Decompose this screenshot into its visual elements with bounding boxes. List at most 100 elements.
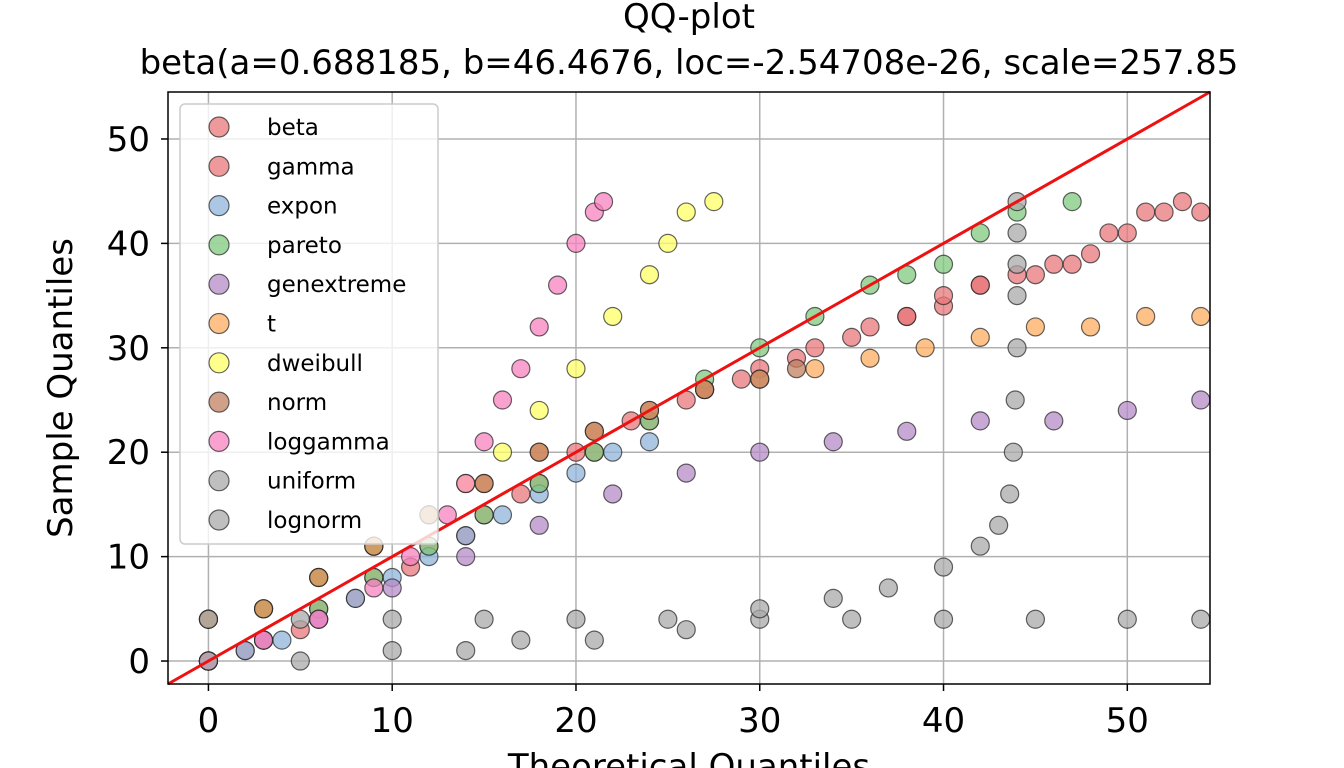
- legend-label: gamma: [267, 154, 355, 180]
- data-point-norm: [529, 442, 549, 462]
- data-point-uniform: [842, 609, 862, 629]
- legend-marker: [208, 430, 230, 452]
- data-point-t: [1025, 317, 1046, 337]
- data-point-uniform: [566, 609, 586, 629]
- legend-marker: [208, 470, 230, 492]
- legend-item-gamma: gamma: [208, 154, 355, 180]
- legend-item-beta: beta: [208, 115, 319, 141]
- chart-subtitle: beta(a=0.688185, b=46.4676, loc=-2.54708…: [140, 43, 1239, 83]
- data-point-lognorm: [1007, 254, 1027, 274]
- data-point-norm: [786, 359, 807, 379]
- data-point-genextreme: [750, 442, 770, 462]
- legend-marker: [208, 234, 230, 256]
- data-point-gamma: [1062, 254, 1082, 274]
- data-point-dweibull: [529, 400, 549, 421]
- data-point-genextreme: [676, 463, 696, 483]
- x-tick-label: 30: [738, 701, 781, 741]
- data-point-dweibull: [676, 202, 696, 222]
- data-point-beta: [1080, 244, 1101, 264]
- data-point-gamma: [805, 338, 825, 358]
- legend-label: genextreme: [267, 272, 406, 298]
- data-point-dweibull: [704, 192, 724, 212]
- legend-label: loggamma: [267, 429, 390, 455]
- data-point-beta: [1136, 202, 1156, 222]
- data-point-dweibull: [603, 306, 623, 327]
- data-point-dweibull: [639, 265, 660, 285]
- data-point-genextreme: [603, 484, 623, 504]
- legend-marker: [208, 195, 230, 217]
- data-point-lognorm: [1000, 484, 1020, 504]
- data-point-uniform: [1025, 609, 1046, 629]
- legend-item-genextreme: genextreme: [208, 272, 406, 298]
- data-point-gamma: [1154, 202, 1174, 222]
- x-tick-label: 20: [554, 701, 597, 741]
- data-point-gamma: [933, 285, 954, 306]
- y-tick-label: 0: [128, 642, 150, 682]
- legend: beta gamma expon pareto genextreme t dweibull n…: [179, 103, 439, 545]
- data-point-loggamma: [364, 578, 384, 598]
- legend-marker: [208, 312, 230, 335]
- data-point-lognorm: [933, 557, 954, 577]
- legend-item-lognorm: lognorm: [208, 508, 362, 534]
- legend-label: expon: [267, 194, 338, 220]
- data-point-loggamma: [593, 192, 614, 212]
- series-expon: [198, 432, 660, 671]
- data-point-genextreme: [1044, 411, 1064, 431]
- legend-marker: [208, 509, 230, 531]
- data-point-genextreme: [1117, 400, 1137, 421]
- legend-label: uniform: [267, 469, 356, 495]
- data-point-loggamma: [511, 359, 531, 379]
- data-point-expon: [492, 505, 513, 525]
- data-point-lognorm: [1005, 390, 1025, 410]
- legend-label: norm: [267, 390, 327, 416]
- data-point-pareto: [1062, 192, 1082, 212]
- data-point-uniform: [474, 609, 494, 629]
- legend-item-expon: expon: [208, 194, 338, 220]
- data-point-loggamma: [566, 233, 586, 253]
- legend-marker: [208, 391, 230, 413]
- data-point-t: [1080, 317, 1101, 337]
- data-point-lognorm: [1003, 442, 1023, 462]
- x-tick-label: 50: [1106, 701, 1149, 741]
- data-point-norm: [253, 599, 274, 619]
- data-point-genextreme: [970, 411, 990, 431]
- data-point-loggamma: [474, 432, 494, 452]
- legend-marker: [208, 116, 230, 138]
- data-point-dweibull: [566, 359, 586, 379]
- data-point-t: [1136, 306, 1156, 327]
- data-point-uniform: [1191, 609, 1211, 629]
- data-point-t: [970, 327, 990, 347]
- legend-item-loggamma: loggamma: [208, 429, 390, 455]
- data-point-uniform: [658, 609, 678, 629]
- data-point-expon: [345, 588, 366, 608]
- data-point-gamma: [1025, 265, 1046, 285]
- data-point-loggamma: [309, 609, 329, 629]
- data-point-uniform: [933, 609, 954, 629]
- data-point-genextreme: [456, 547, 476, 567]
- data-point-lognorm: [456, 640, 476, 661]
- data-point-t: [860, 348, 880, 368]
- y-axis-label: Sample Quantiles: [41, 238, 81, 538]
- data-point-beta: [1099, 223, 1119, 243]
- data-point-genextreme: [897, 421, 917, 441]
- data-point-lognorm: [878, 578, 898, 598]
- legend-box: [179, 103, 439, 545]
- data-point-lognorm: [511, 630, 531, 650]
- series-uniform: [198, 609, 1211, 629]
- legend-label: pareto: [267, 233, 342, 259]
- legend-label: beta: [267, 115, 319, 141]
- legend-marker: [208, 155, 230, 177]
- data-points: [198, 192, 1211, 671]
- data-point-lognorm: [382, 640, 402, 661]
- y-tick-label: 10: [107, 538, 150, 578]
- legend-label: t: [267, 312, 276, 338]
- data-point-lognorm: [290, 651, 310, 671]
- y-tick-label: 30: [107, 329, 150, 369]
- reference-line: [167, 90, 1211, 686]
- data-point-lognorm: [584, 630, 604, 650]
- data-point-lognorm: [1007, 223, 1027, 243]
- data-point-dweibull: [658, 233, 678, 253]
- data-point-t: [915, 338, 935, 358]
- data-point-t: [805, 359, 825, 379]
